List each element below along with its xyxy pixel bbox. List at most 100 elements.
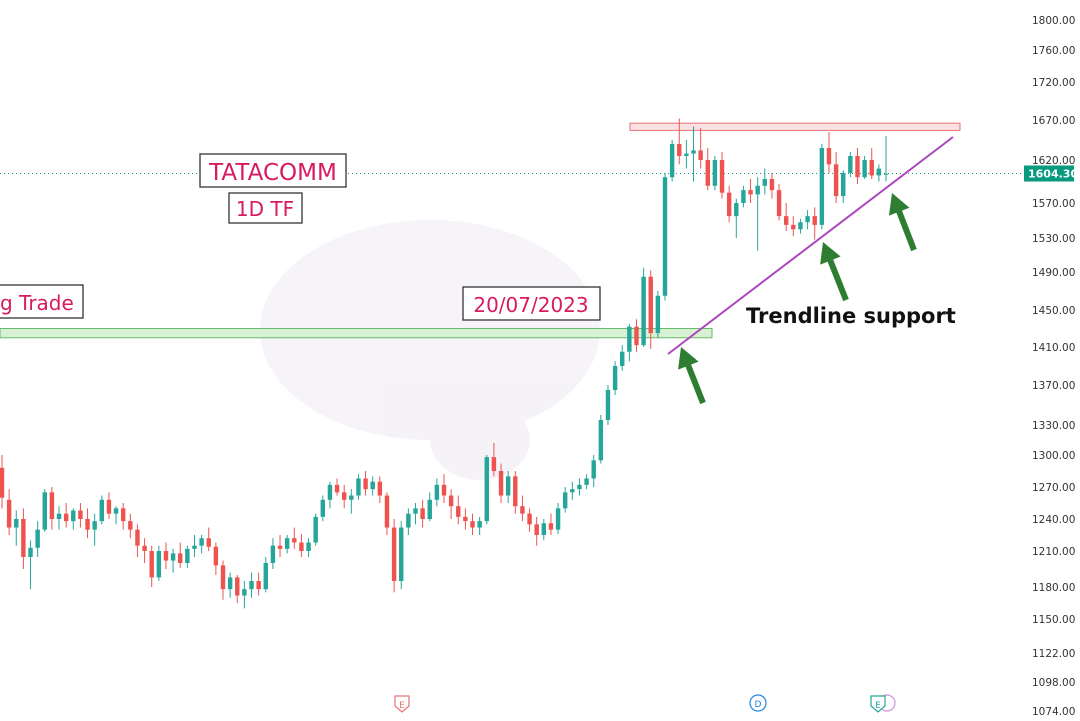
- candle-body: [691, 150, 696, 154]
- candle-body: [163, 551, 169, 561]
- arrows: [678, 193, 917, 405]
- candle-body: [641, 276, 646, 346]
- candle-body: [456, 506, 461, 517]
- price-tick-label: 1210.00: [1032, 546, 1075, 558]
- candle-body: [142, 545, 147, 551]
- candle-body: [855, 156, 860, 178]
- candle-body: [113, 508, 119, 514]
- candle-body: [520, 506, 525, 514]
- price-tick-label: 1490.00: [1032, 267, 1075, 279]
- candle-body: [78, 510, 83, 519]
- price-tick-label: 1760.00: [1032, 45, 1075, 57]
- candle-body: [741, 190, 746, 203]
- candle-body: [427, 499, 432, 519]
- event-marker-1[interactable]: E: [394, 695, 410, 713]
- candle-body: [42, 492, 47, 530]
- price-tick-label: 1240.00: [1032, 514, 1075, 526]
- candle-body: [627, 326, 632, 352]
- candle-body: [634, 326, 639, 346]
- price-tick-label: 1620.00: [1032, 155, 1075, 167]
- candle-body: [334, 484, 340, 493]
- candle-body: [399, 527, 404, 581]
- candle-body: [448, 495, 454, 507]
- candle-body: [470, 521, 475, 528]
- candle-body: [848, 156, 853, 173]
- candle-body: [35, 529, 40, 548]
- candle-body: [106, 499, 112, 514]
- candle-body: [513, 476, 518, 507]
- candle-body: [562, 492, 568, 509]
- price-tick-label: 1450.00: [1032, 305, 1075, 317]
- candle-body: [420, 508, 425, 519]
- candle-body: [85, 519, 90, 530]
- candle-body: [235, 577, 240, 596]
- chart-subtitle: 1D TF: [236, 197, 294, 221]
- candles: [0, 118, 889, 609]
- candle-body: [178, 553, 183, 563]
- candle-body: [726, 192, 732, 217]
- price-tick-label: 1370.00: [1032, 380, 1075, 392]
- candle-body: [734, 203, 739, 217]
- candle-body: [341, 492, 347, 500]
- candle-body: [277, 545, 283, 549]
- candle-body: [284, 538, 290, 549]
- price-tick-label: 1720.00: [1032, 77, 1075, 89]
- last-price-badge: 1604.30: [1024, 165, 1078, 182]
- candle-body: [441, 484, 447, 496]
- candle-body: [798, 222, 803, 230]
- trendline[interactable]: [667, 136, 954, 355]
- candle-body: [292, 538, 297, 543]
- candle-body: [384, 495, 390, 528]
- candle-body: [313, 516, 318, 543]
- event-marker-label: E: [399, 701, 405, 711]
- candle-body: [805, 216, 810, 223]
- event-marker-2[interactable]: D: [749, 694, 767, 712]
- candle-body: [120, 508, 126, 522]
- candle-body: [463, 516, 468, 522]
- price-tick-label: 1300.00: [1032, 450, 1075, 462]
- candle-body: [156, 551, 162, 578]
- price-tick-label: 1570.00: [1032, 198, 1075, 210]
- candle-body: [6, 499, 12, 528]
- title-box: TATACOMM: [199, 153, 347, 188]
- candle-body: [363, 478, 368, 490]
- candle-body: [299, 542, 304, 551]
- candle-body: [584, 478, 589, 485]
- candle-body: [612, 366, 618, 390]
- price-tick-label: 1800.00: [1032, 15, 1075, 27]
- candle-body: [862, 160, 867, 178]
- candle-body: [242, 589, 247, 596]
- candle-body: [876, 168, 882, 176]
- candle-body: [748, 190, 753, 195]
- candle-body: [684, 153, 689, 156]
- candle-body: [149, 551, 154, 578]
- price-tick-label: 1150.00: [1032, 614, 1075, 626]
- chart-title: TATACOMM: [208, 160, 337, 186]
- candle-body: [56, 513, 62, 519]
- candle-body: [227, 577, 233, 590]
- price-tick-label: 1074.00: [1032, 706, 1075, 716]
- candle-body: [263, 563, 268, 590]
- price-tick-label: 1330.00: [1032, 420, 1075, 432]
- candle-body: [577, 484, 582, 490]
- candle-body: [762, 178, 768, 186]
- arrow-icon: [820, 242, 849, 302]
- candle-body: [71, 510, 76, 522]
- candle-body: [49, 492, 55, 519]
- candle-body: [598, 420, 604, 461]
- candle-body: [213, 546, 219, 566]
- event-marker-3[interactable]: E: [870, 694, 896, 713]
- candle-body: [199, 538, 204, 546]
- candle-body: [391, 527, 397, 581]
- price-axis[interactable]: 1800.00 1760.00 1720.00 1670.00 1620.00 1570.…: [1032, 15, 1075, 718]
- candle-body: [192, 545, 197, 549]
- price-tick-label: 1098.00: [1032, 677, 1075, 689]
- candle-body: [812, 216, 817, 225]
- price-tick-label: 1122.00: [1032, 648, 1075, 660]
- candle-body: [270, 545, 276, 563]
- candle-body: [719, 160, 725, 193]
- candle-body: [705, 160, 710, 186]
- candle-body: [570, 489, 575, 493]
